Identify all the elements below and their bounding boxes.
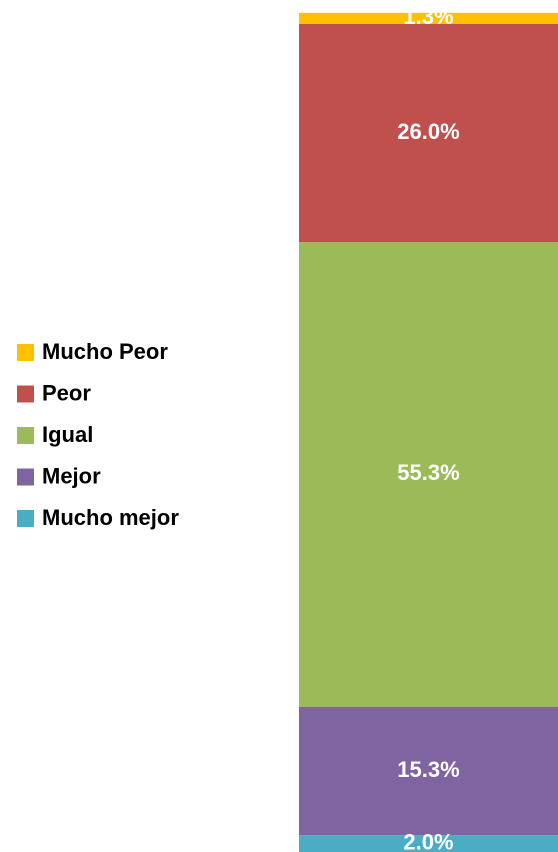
data-label: 2.0% bbox=[403, 829, 453, 852]
bar-segment bbox=[299, 835, 558, 852]
bar-segment bbox=[299, 242, 558, 707]
bar-segment bbox=[299, 12, 558, 24]
legend-swatch bbox=[17, 344, 34, 361]
legend-label: Peor bbox=[42, 380, 91, 405]
legend-swatch bbox=[17, 385, 34, 403]
bar-group: 2.0% 15.3% 55.3% 26.0% 1.3% bbox=[299, 4, 558, 852]
bar-segment bbox=[299, 23, 558, 243]
data-label: 55.3% bbox=[397, 460, 459, 485]
legend-label: Mucho mejor bbox=[42, 505, 179, 530]
data-label: 15.3% bbox=[397, 757, 459, 782]
legend: Mucho Peor Peor Igual Mejor Mucho mejor bbox=[17, 339, 179, 530]
legend-swatch bbox=[17, 510, 34, 527]
data-label: 26.0% bbox=[397, 119, 459, 144]
legend-label: Mejor bbox=[42, 463, 101, 488]
bar-segment bbox=[299, 706, 558, 836]
legend-label: Mucho Peor bbox=[42, 339, 168, 364]
legend-swatch bbox=[17, 468, 34, 486]
legend-label: Igual bbox=[42, 422, 93, 447]
legend-swatch bbox=[17, 427, 34, 444]
data-label: 1.3% bbox=[403, 4, 453, 29]
